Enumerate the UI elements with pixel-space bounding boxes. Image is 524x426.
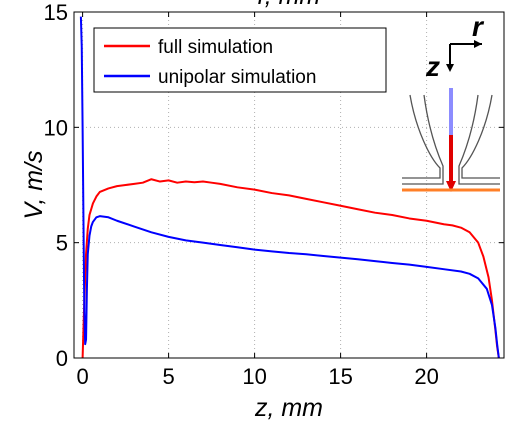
y-tick-label: 10 (44, 115, 68, 140)
series-line-full-simulation (81, 178, 500, 358)
inset-r-label: r (472, 11, 485, 42)
legend: full simulation unipolar simulation (93, 27, 387, 93)
y-tick-label: 15 (44, 0, 68, 25)
inset-field-line-right-inner (458, 94, 500, 185)
inset-field-line-left-inner (402, 94, 444, 185)
y-tick-label: 0 (56, 346, 68, 371)
legend-box (93, 27, 387, 93)
x-tick-label: 0 (76, 364, 88, 389)
x-tick-label: 15 (328, 364, 352, 389)
legend-label-full: full simulation (158, 37, 273, 58)
inset-field-line-right-outer (461, 94, 500, 179)
series-line-unipolar-simulation (79, 16, 500, 358)
inset-z-arrowhead-icon (446, 64, 454, 72)
x-tick-label: 10 (242, 364, 266, 389)
y-tick-labels: 0 5 10 15 (44, 0, 68, 371)
inset-needle-arrowhead-icon (446, 181, 456, 192)
x-tick-label: 20 (414, 364, 438, 389)
inset-r-arrowhead-icon (474, 40, 482, 48)
y-axis-label: V, m/s (20, 151, 48, 220)
inset-field-line-left-outer (402, 94, 441, 179)
inset-schematic: r z (402, 11, 500, 192)
series-layer (79, 16, 500, 358)
legend-label-unipolar: unipolar simulation (158, 67, 316, 88)
x-tick-labels: 0 5 10 15 20 (76, 364, 438, 389)
x-axis-label: z, mm (254, 394, 323, 422)
y-tick-label: 5 (56, 231, 68, 256)
plot-frame-border (73, 11, 505, 359)
x-tick-label: 5 (162, 364, 174, 389)
top-axis-label: r, mm (258, 0, 321, 10)
inset-z-label: z (425, 51, 440, 82)
